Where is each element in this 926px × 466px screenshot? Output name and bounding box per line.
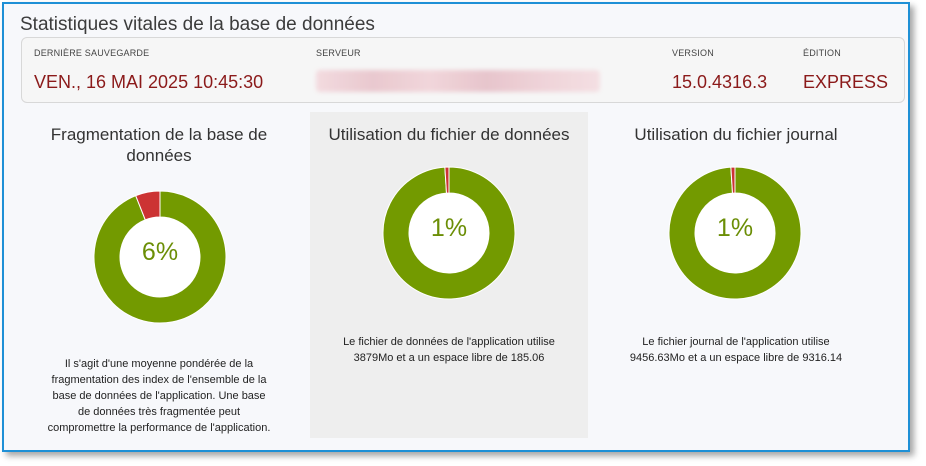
data-file-donut: 1%	[382, 166, 516, 300]
server-label: SERVEUR	[316, 48, 361, 58]
last-backup-label: DERNIÈRE SAUVEGARDE	[34, 48, 150, 58]
log-file-donut-chart	[668, 166, 802, 300]
edition-label: ÉDITION	[803, 48, 841, 58]
log-file-panel: Utilisation du fichier journal 1% Le fic…	[604, 112, 868, 438]
log-file-title: Utilisation du fichier journal	[634, 125, 838, 144]
fragmentation-description: Il s'agit d'une moyenne pondérée de la f…	[47, 358, 271, 434]
fragmentation-donut: 6%	[93, 190, 227, 324]
log-file-description: Le fichier journal de l'application util…	[629, 336, 843, 364]
database-info-bar: DERNIÈRE SAUVEGARDE VEN., 16 MAI 2025 10…	[21, 37, 905, 103]
data-file-panel: Utilisation du fichier de données 1% Le …	[310, 112, 588, 438]
donut-hole	[120, 217, 200, 297]
data-file-description: Le fichier de données de l'application u…	[343, 336, 555, 364]
fragmentation-percent: 6%	[141, 238, 179, 266]
donut-hole	[409, 193, 489, 273]
edition-value: EXPRESS	[803, 72, 889, 92]
donut-hole	[695, 193, 775, 273]
data-file-title: Utilisation du fichier de données	[328, 125, 570, 144]
fragmentation-title: Fragmentation de la base de données	[50, 125, 268, 165]
server-value-redacted	[316, 70, 600, 92]
fragmentation-panel: Fragmentation de la base de données 6% I…	[30, 112, 288, 438]
log-file-donut: 1%	[668, 166, 802, 300]
version-value: 15.0.4316.3	[672, 72, 768, 92]
version-label: VERSION	[672, 48, 714, 58]
data-file-percent: 1%	[430, 214, 468, 242]
last-backup-value: VEN., 16 MAI 2025 10:45:30	[34, 72, 264, 92]
log-file-percent: 1%	[716, 214, 754, 242]
vital-stats-widget: Statistiques vitales de la base de donné…	[2, 2, 910, 452]
widget-title: Statistiques vitales de la base de donné…	[20, 14, 375, 35]
data-file-donut-chart	[382, 166, 516, 300]
fragmentation-donut-chart	[93, 190, 227, 324]
